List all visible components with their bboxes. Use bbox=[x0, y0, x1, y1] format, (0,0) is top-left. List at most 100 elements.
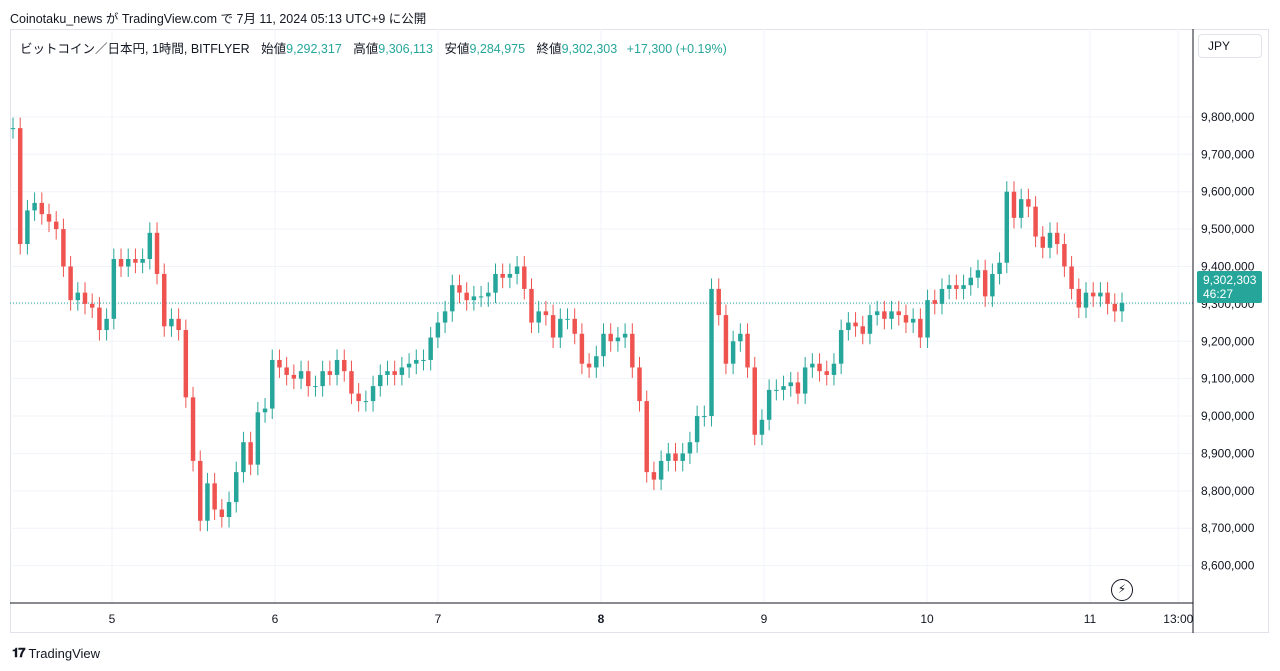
symbol-label: ビットコイン／日本円, 1時間, BITFLYER bbox=[20, 42, 250, 56]
candle-body bbox=[291, 374, 297, 379]
time-axis[interactable]: 5 6 7 8 9 10 11 13:00 bbox=[109, 612, 1194, 626]
x-tick-label: 9 bbox=[761, 612, 768, 626]
candles bbox=[10, 117, 1125, 532]
candle-body bbox=[594, 356, 599, 368]
candle-body bbox=[550, 315, 556, 338]
candle-body bbox=[961, 285, 966, 289]
candle-body bbox=[709, 288, 714, 417]
price-axis[interactable]: 9,800,000 9,700,000 9,600,000 9,500,000 9,40… bbox=[1201, 110, 1255, 573]
candle-body bbox=[831, 363, 837, 375]
candle-body bbox=[1098, 292, 1103, 297]
candle-body bbox=[349, 371, 354, 394]
candle-body bbox=[1047, 232, 1053, 248]
lightning-icon[interactable]: ⚡ bbox=[1111, 579, 1133, 601]
candle-body bbox=[1018, 199, 1024, 218]
candle-body bbox=[154, 232, 160, 274]
y-tick-label: 9,100,000 bbox=[1201, 372, 1255, 386]
candle-body bbox=[572, 318, 577, 334]
candle-body bbox=[745, 333, 750, 368]
candle-body bbox=[637, 367, 642, 402]
candle-body bbox=[1112, 303, 1118, 312]
candle-body bbox=[673, 453, 678, 461]
y-tick-label: 8,600,000 bbox=[1201, 559, 1255, 573]
candle-body bbox=[781, 386, 786, 390]
candle-body bbox=[954, 285, 959, 289]
candle-body bbox=[1076, 288, 1082, 308]
candle-body bbox=[752, 367, 757, 435]
candle-body bbox=[738, 333, 743, 342]
candle-body bbox=[435, 322, 441, 338]
candle-body bbox=[723, 315, 729, 364]
candle-body bbox=[392, 371, 397, 375]
candle-body bbox=[514, 266, 520, 274]
last-price-value: 9,302,303 bbox=[1203, 273, 1257, 287]
y-tick-label: 8,700,000 bbox=[1201, 521, 1255, 535]
candle-body bbox=[313, 386, 318, 388]
low-value: 9,284,975 bbox=[469, 42, 526, 56]
candle-body bbox=[853, 322, 858, 327]
candle-body bbox=[486, 292, 491, 297]
candle-body bbox=[61, 229, 66, 267]
y-tick-label: 9,400,000 bbox=[1201, 259, 1255, 273]
candle-body bbox=[450, 285, 455, 312]
candle-body bbox=[507, 273, 513, 278]
candle-body bbox=[932, 300, 937, 304]
candle-body bbox=[464, 292, 469, 301]
last-price-tag: 9,302,303 46:27 bbox=[1197, 271, 1262, 303]
candle-body bbox=[399, 367, 405, 375]
candle-body bbox=[939, 288, 945, 304]
candle-body bbox=[198, 460, 203, 521]
candle-body bbox=[219, 509, 225, 517]
high-value: 9,306,113 bbox=[378, 42, 433, 56]
candle-body bbox=[270, 359, 275, 409]
candle-body bbox=[241, 442, 246, 473]
candle-body bbox=[10, 128, 16, 130]
candle-body bbox=[788, 382, 793, 387]
candle-body bbox=[802, 367, 808, 394]
candle-body bbox=[630, 333, 635, 368]
candle-body bbox=[234, 472, 239, 503]
candle-body bbox=[370, 386, 376, 402]
candle-body bbox=[356, 393, 361, 402]
change-value: +17,300 (+0.19%) bbox=[626, 42, 727, 56]
candle-body bbox=[1004, 191, 1010, 263]
candle-body bbox=[766, 389, 772, 420]
candle-body bbox=[882, 311, 887, 319]
symbol-legend: ビットコイン／日本円, 1時間, BITFLYER 始値9,292,317 高値… bbox=[20, 38, 727, 57]
candle-body bbox=[471, 296, 477, 301]
candle-body bbox=[925, 300, 930, 338]
candle-body bbox=[522, 266, 527, 289]
candle-body bbox=[1090, 292, 1096, 297]
candle-body bbox=[363, 401, 369, 403]
publish-info: Coinotaku_news が TradingView.com で 7月 11… bbox=[10, 12, 427, 26]
candle-body bbox=[32, 202, 37, 211]
currency-button[interactable]: JPY bbox=[1198, 34, 1262, 58]
candle-body bbox=[118, 259, 124, 267]
candle-body bbox=[874, 311, 880, 316]
candle-body bbox=[125, 259, 131, 267]
y-tick-label: 9,600,000 bbox=[1201, 185, 1255, 199]
x-tick-label: 11 bbox=[1084, 612, 1097, 626]
y-tick-label: 9,700,000 bbox=[1201, 147, 1255, 161]
candle-body bbox=[997, 262, 1002, 274]
candle-body bbox=[860, 326, 865, 334]
candle-body bbox=[421, 359, 426, 361]
candle-body bbox=[558, 318, 563, 338]
candle-body bbox=[867, 315, 873, 334]
candle-body bbox=[889, 311, 894, 319]
y-tick-label: 9,000,000 bbox=[1201, 409, 1255, 423]
candle-body bbox=[1119, 303, 1125, 312]
candle-body bbox=[327, 371, 333, 375]
candle-body bbox=[903, 315, 909, 323]
candle-body bbox=[25, 210, 30, 245]
candle-body bbox=[579, 333, 585, 364]
candle-body bbox=[846, 322, 851, 331]
candle-body bbox=[918, 318, 923, 338]
candle-body bbox=[133, 259, 138, 263]
candle-body bbox=[687, 442, 693, 454]
tradingview-logo: 𝟏𝟕 bbox=[12, 645, 26, 660]
candle-body bbox=[478, 296, 484, 298]
x-tick-label: 7 bbox=[435, 612, 442, 626]
candle-body bbox=[212, 483, 217, 510]
